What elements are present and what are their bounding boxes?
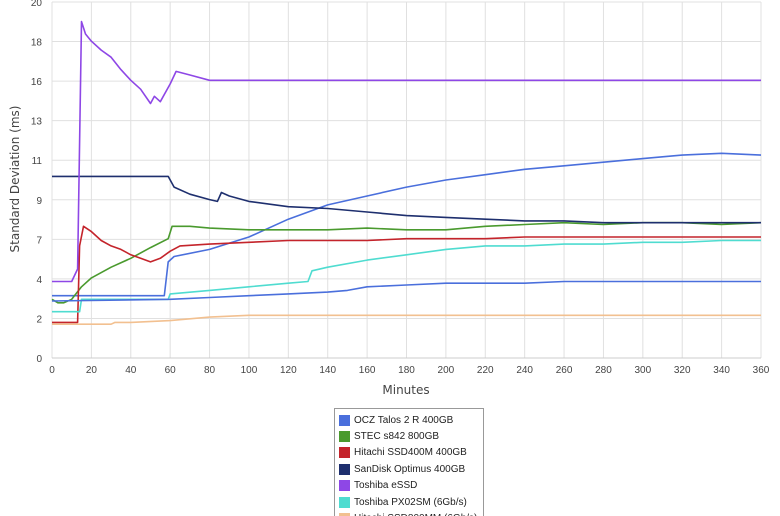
legend-label: SanDisk Optimus 400GB bbox=[354, 463, 466, 475]
y-tick-label: 4 bbox=[36, 275, 42, 286]
x-tick-label: 180 bbox=[398, 365, 415, 376]
y-axis-title: Standard Deviation (ms) bbox=[8, 106, 22, 253]
x-tick-label: 120 bbox=[280, 365, 297, 376]
legend-label: OCZ Talos 2 R 400GB bbox=[354, 414, 454, 426]
x-tick-label: 280 bbox=[595, 365, 612, 376]
legend-item: SanDisk Optimus 400GB bbox=[339, 461, 479, 477]
x-tick-label: 300 bbox=[634, 365, 651, 376]
legend-swatch bbox=[339, 480, 350, 492]
y-tick-label: 16 bbox=[31, 77, 43, 88]
legend-swatch bbox=[339, 447, 350, 459]
legend-swatch bbox=[339, 496, 350, 508]
x-tick-label: 220 bbox=[477, 365, 494, 376]
series-line-2 bbox=[52, 225, 761, 324]
legend-item: Hitachi SSD800MM (6Gb/s) bbox=[339, 510, 479, 516]
series-lines bbox=[51, 20, 762, 325]
y-tick-label: 9 bbox=[36, 196, 42, 207]
x-tick-label: 80 bbox=[204, 365, 216, 376]
x-tick-label: 240 bbox=[516, 365, 533, 376]
legend-item: STEC s842 800GB bbox=[339, 428, 479, 444]
x-tick-label: 160 bbox=[359, 365, 376, 376]
legend-label: Toshiba PX02SM (6Gb/s) bbox=[354, 496, 467, 508]
y-tick-label: 0 bbox=[36, 354, 42, 365]
legend: OCZ Talos 2 R 400GB STEC s842 800GB Hitach… bbox=[334, 408, 484, 516]
legend-item: OCZ Talos 2 R 400GB bbox=[339, 412, 479, 428]
x-tick-label: 20 bbox=[86, 365, 98, 376]
series-line-3 bbox=[52, 175, 761, 224]
y-tick-label: 7 bbox=[36, 235, 42, 246]
legend-item: Toshiba eSSD bbox=[339, 478, 479, 494]
x-tick-label: 140 bbox=[319, 365, 336, 376]
x-tick-label: 360 bbox=[753, 365, 770, 376]
series-line-0 bbox=[52, 152, 762, 297]
legend-label: STEC s842 800GB bbox=[354, 431, 440, 443]
y-tick-label: 2 bbox=[36, 314, 42, 325]
legend-item: Hitachi SSD400M 400GB bbox=[339, 445, 479, 461]
y-tick-label: 11 bbox=[32, 156, 43, 167]
series-line-4 bbox=[52, 20, 761, 283]
grid bbox=[51, 1, 762, 359]
x-tick-label: 60 bbox=[165, 365, 177, 376]
legend-swatch bbox=[339, 431, 350, 443]
x-tick-label: 40 bbox=[125, 365, 137, 376]
legend-label: Toshiba eSSD bbox=[354, 480, 418, 492]
x-tick-label: 0 bbox=[49, 365, 55, 376]
legend-label: Hitachi SSD800MM (6Gb/s) bbox=[354, 513, 477, 516]
y-tick-labels: 0 2 4 7 9 11 13 16 18 20 bbox=[31, 0, 43, 365]
series-line-1 bbox=[51, 221, 762, 304]
legend-swatch bbox=[339, 513, 350, 516]
legend-swatch bbox=[339, 463, 350, 475]
legend-label: Hitachi SSD400M 400GB bbox=[354, 447, 467, 459]
x-tick-label: 320 bbox=[674, 365, 691, 376]
x-tick-label: 200 bbox=[438, 365, 455, 376]
x-tick-label: 100 bbox=[241, 365, 258, 376]
series-line-7 bbox=[51, 280, 761, 302]
x-tick-labels: 0 20 40 60 80 100 120 140 160 180 200 220 240 260 280 3… bbox=[49, 365, 770, 376]
legend-item: Toshiba PX02SM (6Gb/s) bbox=[339, 494, 479, 510]
series-line-6 bbox=[52, 314, 761, 325]
legend-swatch bbox=[339, 414, 350, 426]
y-tick-label: 13 bbox=[31, 117, 43, 128]
y-tick-label: 18 bbox=[31, 38, 43, 49]
y-tick-label: 20 bbox=[31, 0, 43, 9]
x-tick-label: 260 bbox=[556, 365, 573, 376]
x-axis-title: Minutes bbox=[382, 383, 429, 397]
x-tick-label: 340 bbox=[713, 365, 730, 376]
